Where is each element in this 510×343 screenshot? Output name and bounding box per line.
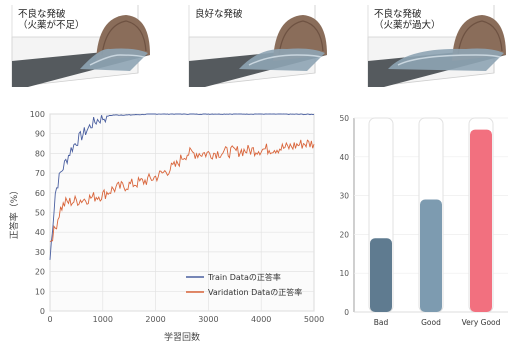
y-tick-label: 10 (35, 287, 45, 296)
y-tick-label: 100 (30, 110, 45, 119)
y-tick-label: 50 (35, 209, 45, 218)
y-tick-label: 20 (35, 268, 45, 277)
blast-illustration (367, 5, 506, 87)
x-tick-label: 0 (47, 315, 52, 324)
legend-label: Varidation Dataの正答率 (208, 287, 302, 297)
debris-highlight (248, 54, 322, 66)
blast-thumbnail-insufficient: 不良な発破 （火薬が不足） (10, 3, 151, 87)
debris-highlight (397, 54, 501, 66)
x-tick-label: 5000 (304, 315, 324, 324)
y-tick-label: 50 (339, 114, 349, 123)
x-tick-label: 4000 (251, 315, 271, 324)
rock-texture (457, 20, 503, 56)
blast-thumbnail-excessive: 不良な発破 （火薬が過大） (366, 3, 507, 87)
debris-pile (239, 48, 325, 71)
y-tick-label: 60 (35, 189, 45, 198)
thumbnail-label: 不良な発破 （火薬が過大） (374, 9, 441, 31)
legend-label: Train Dataの正答率 (207, 272, 281, 282)
thumbnail-label: 不良な発破 （火薬が不足） (18, 9, 85, 31)
y-tick-label: 0 (40, 307, 45, 316)
y-tick-label: 0 (344, 308, 349, 317)
blast-illustration (188, 5, 327, 87)
y-tick-label: 80 (35, 149, 45, 158)
y-tick-label: 30 (35, 248, 45, 257)
x-tick-label: 1000 (93, 315, 113, 324)
y-tick-label: 40 (35, 228, 45, 237)
rock-texture (278, 20, 324, 56)
bar (420, 199, 442, 312)
y-axis-label: 正答率（%） (8, 186, 20, 240)
x-axis-label: 学習回数 (164, 331, 200, 343)
blast-illustration (11, 5, 150, 87)
debris-pile (388, 48, 504, 71)
x-tick-label: Very Good (462, 318, 501, 327)
debris-highlight (89, 54, 145, 66)
blast-thumbnail-good: 良好な発破 (187, 3, 328, 87)
thumbnail-label: 良好な発破 (195, 9, 243, 20)
y-tick-label: 20 (339, 230, 349, 239)
x-tick-label: 2000 (145, 315, 165, 324)
rock-texture (101, 20, 147, 56)
train-accuracy-line (49, 113, 314, 260)
quality-bar-chart: 0 10 20 30 40 50 Bad Good Very Good (339, 114, 508, 327)
bar (370, 238, 392, 312)
validation-accuracy-line (49, 139, 315, 243)
x-tick-label: Good (421, 318, 441, 327)
x-tick-label: Bad (374, 318, 389, 327)
y-tick-label: 10 (339, 269, 349, 278)
x-tick-label: 3000 (198, 315, 218, 324)
y-tick-label: 90 (35, 130, 45, 139)
y-tick-label: 40 (339, 153, 349, 162)
bar (470, 129, 492, 312)
y-tick-label: 30 (339, 192, 349, 201)
y-tick-label: 70 (35, 169, 45, 178)
debris-pile (80, 48, 148, 71)
